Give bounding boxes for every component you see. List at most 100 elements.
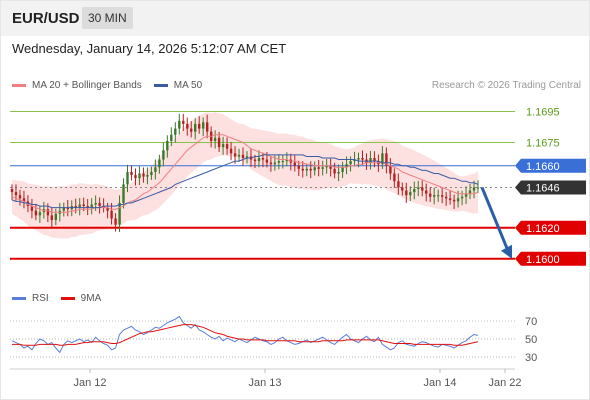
candle-body	[337, 171, 340, 174]
candle-body	[74, 206, 77, 208]
candle-body	[50, 215, 53, 220]
timeframe-badge[interactable]: 30 MIN	[82, 7, 133, 29]
candle-body	[82, 204, 85, 207]
candle-body	[126, 171, 129, 185]
ma20-swatch	[12, 84, 26, 87]
credit-text: Research © 2026 Trading Central	[431, 80, 581, 91]
x-tick-label: Jan 22	[488, 377, 521, 389]
candle-body	[106, 207, 109, 211]
candle-body	[34, 210, 38, 216]
candle-body	[66, 207, 69, 210]
instrument-symbol: EUR/USD	[12, 10, 80, 27]
candle-body	[225, 144, 229, 149]
candle-body	[285, 159, 288, 162]
candle-body	[54, 213, 57, 220]
candle-body	[158, 159, 161, 168]
legend-rsi: RSI	[12, 293, 49, 304]
candle-body	[397, 181, 400, 188]
bollinger-band	[12, 112, 478, 239]
ma50-line	[11, 154, 479, 209]
candle-body	[317, 167, 320, 169]
candle-body	[445, 196, 448, 199]
candle-body	[309, 168, 312, 171]
level-label: 1.1675	[526, 138, 560, 150]
candle-body	[393, 173, 396, 182]
candle-body	[441, 195, 444, 197]
candle-body	[333, 168, 336, 174]
legend-rsi-label: RSI	[32, 293, 49, 304]
candle-body	[206, 122, 209, 132]
candle-body	[460, 196, 464, 199]
candle-body	[464, 193, 468, 197]
candle-body	[257, 158, 261, 162]
candle-body	[22, 198, 26, 202]
level-label: 1.1600	[526, 254, 560, 266]
level-label: 1.1620	[526, 223, 560, 235]
candle-body	[273, 162, 277, 165]
candle-body	[425, 190, 428, 194]
candle-body	[146, 175, 149, 177]
candle-body	[166, 140, 169, 151]
candle-body	[409, 192, 412, 196]
forecast-arrow-shaft	[480, 186, 510, 252]
candle-body	[245, 156, 249, 158]
candle-body	[102, 206, 105, 208]
candle-body	[437, 195, 440, 197]
candle-body	[241, 154, 245, 158]
candle-body	[269, 162, 273, 165]
candle-body	[62, 207, 65, 211]
candle-body	[134, 175, 137, 179]
candle-body	[293, 162, 296, 166]
candle-body	[253, 159, 257, 162]
candle-body	[448, 198, 452, 200]
legend-ma20: MA 20 + Bollinger Bands	[12, 80, 142, 91]
candle-body	[261, 158, 265, 160]
candle-body	[321, 167, 324, 169]
candle-body	[313, 167, 316, 171]
candle-body	[221, 144, 225, 148]
ma9-swatch	[60, 297, 75, 300]
rsi-line	[11, 315, 479, 354]
candle-body	[202, 122, 205, 129]
candle-body	[413, 189, 416, 193]
candle-body	[182, 120, 185, 124]
candle-body	[86, 206, 89, 208]
rsi-ma9-line	[12, 324, 479, 346]
ma20-line	[11, 134, 479, 213]
candle-body	[233, 153, 237, 157]
level-label: 1.1646	[526, 182, 560, 194]
candle-body	[18, 195, 22, 199]
price-legend: MA 20 + Bollinger Bands MA 50	[12, 80, 214, 91]
candle-body	[476, 187, 480, 189]
candle-body	[468, 190, 472, 194]
candle-body	[297, 165, 300, 169]
rsi-tick-label: 70	[525, 316, 537, 328]
candle-body	[213, 137, 217, 141]
legend-ma9-label: 9MA	[80, 293, 102, 304]
candle-body	[94, 202, 97, 205]
rsi-legend: RSI 9MA	[12, 293, 113, 304]
ma50-swatch	[153, 84, 168, 87]
candle-body	[138, 173, 141, 179]
level-tag	[515, 220, 586, 235]
level-label: 1.1695	[526, 107, 560, 119]
candle-body	[30, 206, 34, 211]
candle-body	[217, 137, 221, 148]
rsi-swatch	[12, 297, 26, 300]
candle-body	[46, 209, 50, 216]
x-tick-label: Jan 12	[73, 377, 106, 389]
candle-body	[385, 153, 388, 166]
candle-body	[154, 167, 157, 172]
candle-body	[421, 187, 424, 191]
candle-body	[26, 201, 30, 207]
level-tag	[515, 158, 586, 173]
candle-body	[281, 161, 285, 163]
candle-body	[373, 158, 376, 162]
candle-body	[162, 150, 165, 160]
candle-body	[405, 190, 408, 196]
candle-body	[429, 193, 432, 197]
candle-body	[301, 168, 304, 171]
candle-body	[90, 204, 93, 208]
candle-body	[452, 199, 456, 202]
